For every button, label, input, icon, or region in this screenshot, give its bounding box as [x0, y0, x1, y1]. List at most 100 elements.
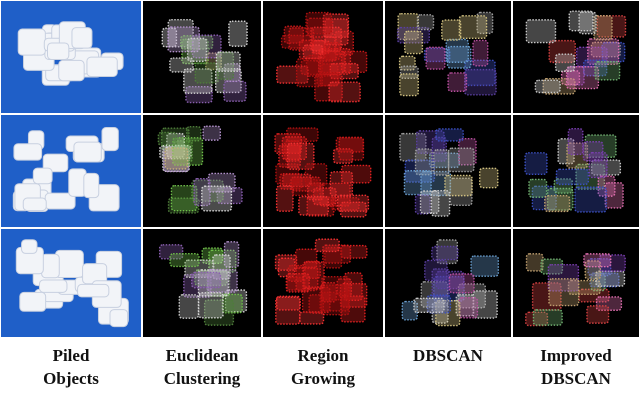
object: [17, 28, 46, 56]
point-cluster: [161, 27, 178, 48]
point-cluster: [399, 73, 419, 97]
point-cluster: [169, 253, 200, 268]
point-cluster: [528, 178, 548, 198]
object: [73, 141, 102, 163]
point-cluster: [458, 15, 488, 40]
point-cluster: [458, 296, 479, 319]
image-panel: [385, 115, 511, 227]
point-cluster: [578, 11, 597, 35]
point-cluster: [340, 50, 368, 73]
point-cluster: [447, 147, 475, 173]
point-cluster: [403, 30, 424, 55]
point-cluster: [595, 270, 626, 287]
point-cluster: [604, 182, 624, 209]
point-cluster: [399, 132, 427, 162]
column-labels: Piled Objects Euclidean Clustering Region Gro…: [43, 346, 612, 388]
panel-background: [263, 1, 383, 113]
panel-background: [143, 115, 261, 227]
object: [22, 197, 47, 212]
point-cluster: [399, 65, 419, 80]
point-cluster: [286, 127, 319, 142]
panel-background: [143, 229, 261, 337]
point-cluster: [455, 294, 475, 317]
point-cluster: [534, 79, 561, 94]
panel-background: [513, 229, 639, 337]
column-label: Improved: [540, 346, 612, 365]
object: [109, 309, 129, 328]
point-cluster: [299, 311, 325, 325]
point-cluster: [305, 11, 333, 35]
panels: [1, 1, 639, 337]
point-cluster: [277, 257, 296, 278]
point-cluster: [215, 51, 241, 72]
object: [32, 167, 53, 185]
object: [21, 239, 38, 254]
point-cluster: [302, 44, 324, 59]
column-label: Objects: [43, 369, 99, 388]
point-cluster: [319, 50, 346, 74]
point-cluster: [582, 141, 604, 162]
point-cluster: [436, 239, 459, 265]
point-cluster: [397, 12, 419, 41]
point-cluster: [448, 273, 475, 294]
point-cluster: [223, 241, 240, 268]
point-cluster: [433, 149, 450, 176]
point-cluster: [555, 168, 590, 186]
point-cluster: [286, 276, 306, 291]
point-cluster: [279, 172, 303, 190]
point-cluster: [472, 39, 489, 67]
image-panel: [263, 1, 383, 113]
point-cluster: [587, 38, 620, 66]
point-cluster: [170, 184, 198, 212]
object: [38, 279, 68, 293]
image-panel: [263, 229, 383, 337]
point-cluster: [336, 194, 370, 212]
point-cluster: [191, 271, 222, 289]
point-cluster: [584, 134, 617, 158]
point-cluster: [206, 270, 231, 297]
point-cluster: [435, 128, 464, 142]
point-cluster: [586, 305, 610, 324]
point-cluster: [540, 258, 564, 275]
point-cluster: [339, 282, 368, 308]
point-cluster: [567, 279, 601, 296]
point-cluster: [318, 47, 352, 75]
point-cluster: [560, 70, 581, 86]
point-cluster: [275, 185, 294, 212]
point-cluster: [338, 136, 365, 161]
image-panel: [263, 115, 383, 227]
point-cluster: [472, 290, 498, 319]
point-cluster: [274, 254, 298, 271]
point-cluster: [398, 55, 416, 71]
point-cluster: [430, 189, 451, 217]
image-panel: [385, 1, 511, 113]
point-cluster: [298, 195, 329, 216]
object: [86, 56, 118, 77]
point-cluster: [445, 38, 469, 63]
image-panel: [385, 229, 511, 337]
image-panel: [1, 115, 141, 227]
point-cluster: [300, 59, 320, 76]
object: [41, 253, 60, 279]
point-cluster: [314, 238, 340, 253]
point-cluster: [544, 195, 571, 213]
point-cluster: [328, 81, 361, 103]
point-cluster: [574, 186, 608, 213]
point-cluster: [207, 268, 238, 293]
point-cluster: [416, 14, 435, 31]
point-cluster: [283, 25, 304, 44]
point-cluster: [294, 248, 318, 270]
point-cluster: [191, 179, 224, 202]
point-cluster: [413, 297, 445, 314]
column-label: Growing: [291, 369, 355, 388]
point-cluster: [546, 187, 574, 211]
point-cluster: [578, 288, 610, 303]
point-cluster: [228, 20, 248, 47]
point-cluster: [479, 167, 499, 189]
point-cluster: [197, 292, 224, 319]
point-cluster: [601, 41, 626, 63]
object: [101, 127, 119, 152]
point-cluster: [447, 72, 468, 92]
column-label: Clustering: [164, 369, 241, 388]
point-cluster: [444, 174, 473, 197]
